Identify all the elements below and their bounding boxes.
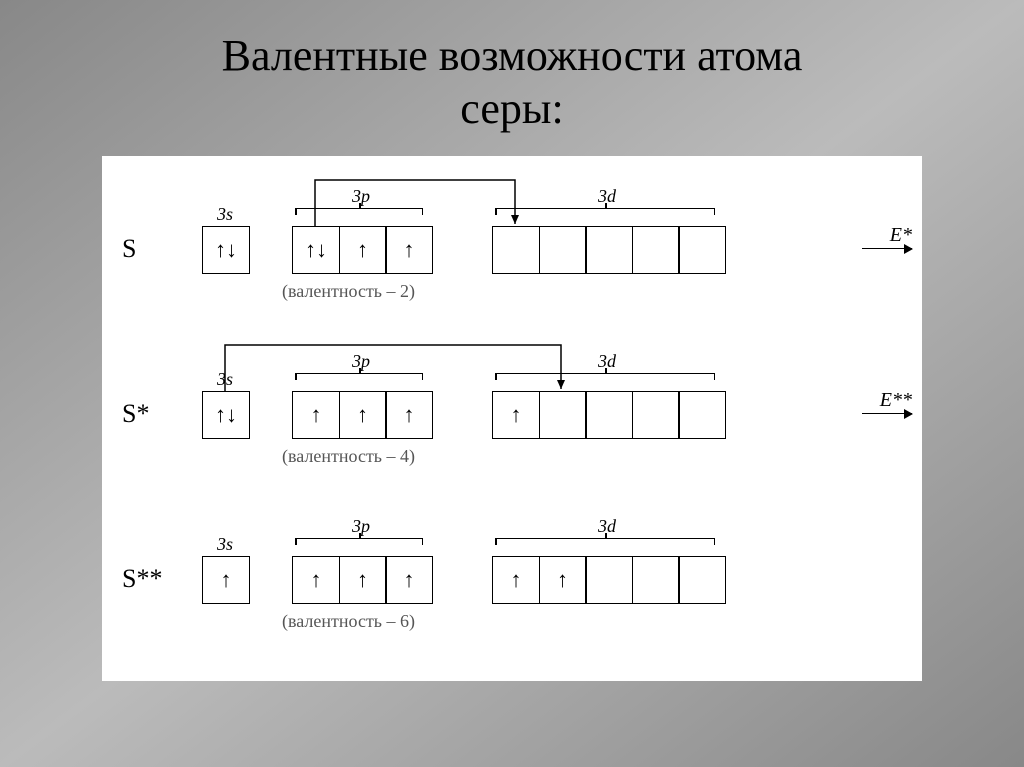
3s-orbitals: ↑ — [202, 556, 250, 604]
3d-orbitals-cell: ↑ — [539, 556, 587, 604]
promotion-arrow — [122, 176, 922, 336]
state-row: S**↑↑↑↑↑↑3s3p3d(валентность – 6) — [122, 506, 902, 666]
energy-arrow-icon — [862, 248, 912, 250]
3p-orbitals-cell: ↑ — [292, 556, 340, 604]
energy-arrow-icon — [862, 413, 912, 415]
3s-label: 3s — [202, 534, 248, 555]
valence-label: (валентность – 6) — [282, 611, 415, 632]
3s-orbitals-cell: ↑ — [202, 556, 250, 604]
state-row: S↑↓↑↓↑↑3s3p3d(валентность – 2)E* — [122, 176, 902, 336]
3p-orbitals-cell: ↑ — [339, 556, 387, 604]
title-line1: Валентные возможности атома — [222, 31, 803, 80]
3p-orbitals: ↑↑↑ — [292, 556, 433, 604]
3d-orbitals: ↑↑ — [492, 556, 726, 604]
diagram-panel: S↑↓↑↓↑↑3s3p3d(валентность – 2)E*S*↑↓↑↑↑↑… — [102, 156, 922, 681]
3d-orbitals-cell — [585, 556, 633, 604]
3p-orbitals-cell: ↑ — [385, 556, 433, 604]
brace — [495, 538, 715, 545]
promotion-arrow — [122, 341, 922, 501]
3d-label: 3d — [492, 516, 722, 537]
3d-orbitals-cell — [678, 556, 726, 604]
atom-label: S** — [122, 564, 162, 594]
3p-label: 3p — [292, 516, 430, 537]
title-line2: серы: — [460, 84, 563, 133]
3d-orbitals-cell — [632, 556, 680, 604]
brace — [295, 538, 423, 545]
slide-title: Валентные возможности атома серы: — [222, 30, 803, 136]
3d-orbitals-cell: ↑ — [492, 556, 540, 604]
state-row: S*↑↓↑↑↑↑3s3p3d(валентность – 4)E** — [122, 341, 902, 501]
